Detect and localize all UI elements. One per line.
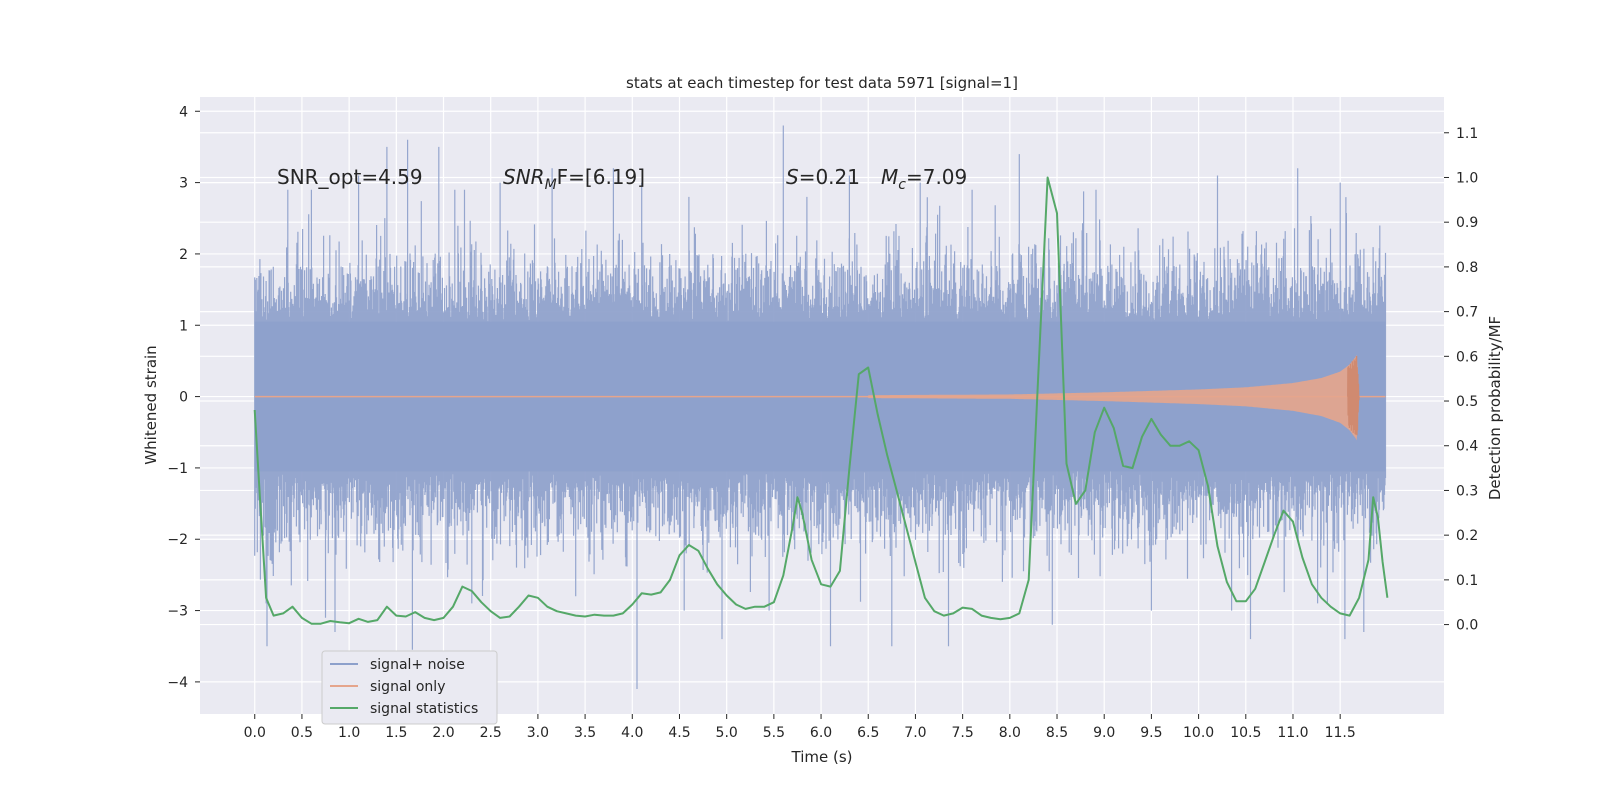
y-right-tick-label: 0.8	[1456, 260, 1478, 276]
stats-series-layer	[253, 176, 1389, 625]
x-tick-label: 1.0	[338, 725, 360, 741]
x-tick-label: 8.5	[1046, 725, 1068, 741]
legend-label-noise: signal+ noise	[370, 657, 465, 673]
y-axis-label: Whitened strain	[142, 345, 160, 464]
y-tick-label: 2	[179, 247, 188, 263]
x-tick-label: 5.5	[763, 725, 785, 741]
legend-box	[321, 650, 498, 725]
y-right-tick-label: 0.4	[1456, 439, 1478, 455]
x-tick-label: 9.5	[1140, 725, 1162, 741]
x-tick-label: 7.0	[904, 725, 926, 741]
x-tick-label: 1.5	[385, 725, 407, 741]
legend: signal+ noise signal only signal statist…	[321, 650, 498, 725]
x-tick-label: 8.0	[999, 725, 1021, 741]
y-tick-label: 1	[179, 318, 188, 334]
x-tick-label: 3.5	[574, 725, 596, 741]
x-tick-label: 0.5	[291, 725, 313, 741]
y-tick-label: 4	[179, 104, 188, 120]
annotation-mc-value: =7.09	[906, 165, 967, 189]
x-tick-label: 7.5	[952, 725, 974, 741]
annotation-snr-mf-var: SNR	[503, 165, 545, 189]
y-right-tick-label: 1.0	[1456, 170, 1478, 186]
x-tick-label: 11.0	[1277, 725, 1308, 741]
annotation-s-var: S	[786, 165, 799, 189]
x-tick-label: 0.0	[244, 725, 266, 741]
annotation-mc: Mc=7.09	[881, 165, 967, 193]
x-tick-label: 2.5	[480, 725, 502, 741]
y-right-tick-label: 0.1	[1456, 573, 1478, 589]
y-right-tick-label: 1.1	[1456, 126, 1478, 142]
legend-label-signal: signal only	[370, 679, 445, 695]
annotation-s-value: =0.21	[799, 165, 860, 189]
x-tick-label: 10.0	[1183, 725, 1214, 741]
x-tick-label: 4.0	[621, 725, 643, 741]
annotation-snr-mf-value: F=[6.19]	[557, 165, 645, 189]
annotation-s: S=0.21	[786, 165, 860, 189]
signal-series-layer	[254, 354, 1386, 441]
x-tick-label: 9.0	[1093, 725, 1115, 741]
y-right-tick-label: 0.2	[1456, 528, 1478, 544]
y-tick-label: −1	[167, 461, 188, 477]
x-tick-label: 3.0	[527, 725, 549, 741]
x-tick-label: 2.0	[432, 725, 454, 741]
annotation-snr-mf-subscript: M	[545, 177, 557, 193]
y-tick-label: 0	[179, 390, 188, 406]
y-axis-right-label: Detection probability/MF	[1486, 316, 1504, 500]
y-right-tick-label: 0.9	[1456, 215, 1478, 231]
y-right-tick-label: 0.5	[1456, 394, 1478, 410]
chart-title: stats at each timestep for test data 597…	[626, 74, 1018, 92]
y-tick-label: −4	[167, 675, 188, 691]
x-tick-label: 6.0	[810, 725, 832, 741]
y-right-tick-label: 0.0	[1456, 618, 1478, 634]
y-tick-label: 3	[179, 176, 188, 192]
x-tick-label: 6.5	[857, 725, 879, 741]
x-axis-label: Time (s)	[791, 748, 853, 766]
x-tick-label: 5.0	[716, 725, 738, 741]
signal-series-merger	[1347, 355, 1360, 436]
stats-series-line	[253, 176, 1389, 625]
y-right-tick-label: 0.3	[1456, 483, 1478, 499]
annotation-snr-opt: SNR_opt=4.59	[277, 165, 423, 189]
x-tick-label: 4.5	[668, 725, 690, 741]
legend-label-stats: signal statistics	[370, 701, 478, 717]
signal-series-chirp	[868, 354, 1360, 441]
annotation-mc-var: M	[881, 165, 898, 189]
annotation-snr-mf: SNRMF=[6.19]	[503, 165, 645, 193]
annotation-mc-subscript: c	[898, 177, 906, 193]
y-right-tick-label: 0.7	[1456, 305, 1478, 321]
y-tick-label: −2	[167, 532, 188, 548]
y-tick-label: −3	[167, 604, 188, 620]
y-right-tick-label: 0.6	[1456, 349, 1478, 365]
axes-layer: 0.0 0.5 1.0 1.5 2.0 2.5 3.0 3.5 4.0 4.5 5.0 5.5 6.0 6…	[167, 104, 1478, 741]
x-tick-label: 10.5	[1230, 725, 1261, 741]
x-tick-label: 11.5	[1325, 725, 1356, 741]
